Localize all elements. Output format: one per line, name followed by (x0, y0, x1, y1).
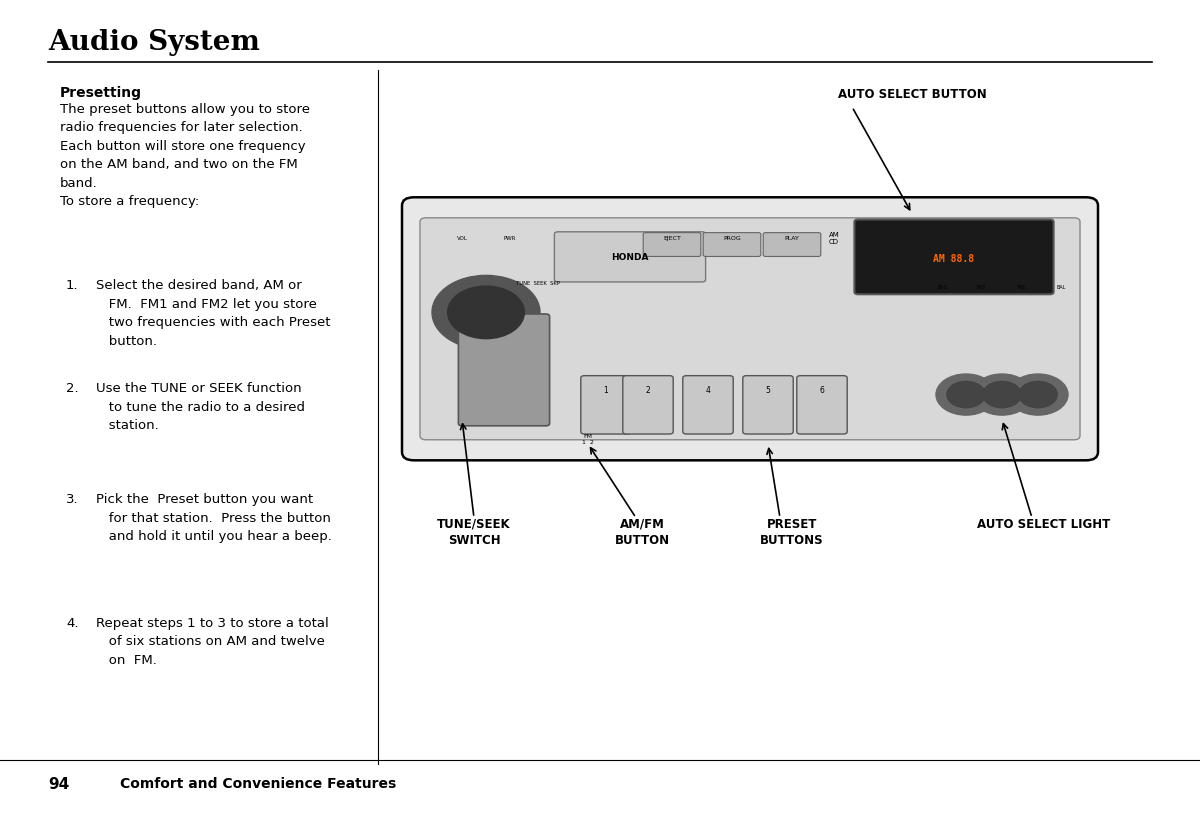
Text: 5: 5 (766, 386, 770, 395)
Circle shape (432, 275, 540, 349)
Text: VOL: VOL (456, 236, 468, 241)
Circle shape (1008, 374, 1068, 415)
Text: 4.: 4. (66, 616, 78, 630)
Text: Audio System: Audio System (48, 29, 260, 56)
FancyBboxPatch shape (703, 233, 761, 256)
FancyBboxPatch shape (581, 376, 631, 434)
Text: PROG: PROG (724, 236, 740, 241)
FancyBboxPatch shape (797, 376, 847, 434)
Text: The preset buttons allow you to store
radio frequencies for later selection.
Eac: The preset buttons allow you to store ra… (60, 103, 310, 208)
Text: HONDA: HONDA (611, 253, 649, 261)
Text: Pick the  Preset button you want
   for that station.  Press the button
   and h: Pick the Preset button you want for that… (96, 493, 332, 543)
Text: 1.: 1. (66, 279, 79, 293)
Text: Select the desired band, AM or
   FM.  FM1 and FM2 let you store
   two frequenc: Select the desired band, AM or FM. FM1 a… (96, 279, 330, 348)
Text: AM/FM
BUTTON: AM/FM BUTTON (614, 518, 670, 547)
FancyBboxPatch shape (743, 376, 793, 434)
FancyBboxPatch shape (402, 197, 1098, 460)
Text: 3.: 3. (66, 493, 79, 506)
Text: BAL: BAL (1056, 285, 1066, 290)
FancyBboxPatch shape (623, 376, 673, 434)
Text: TUNE/SEEK
SWITCH: TUNE/SEEK SWITCH (437, 518, 511, 547)
Text: PRESET
BUTTONS: PRESET BUTTONS (760, 518, 824, 547)
Text: Repeat steps 1 to 3 to store a total
   of six stations on AM and twelve
   on  : Repeat steps 1 to 3 to store a total of … (96, 616, 329, 667)
Text: 6: 6 (820, 386, 824, 395)
Text: AUTO SELECT BUTTON: AUTO SELECT BUTTON (838, 88, 986, 101)
Text: BAS: BAS (937, 285, 947, 290)
FancyBboxPatch shape (420, 218, 1080, 440)
Text: PWR: PWR (504, 236, 516, 241)
FancyBboxPatch shape (763, 233, 821, 256)
Text: 4: 4 (706, 386, 710, 395)
Text: EJECT: EJECT (664, 236, 680, 241)
FancyBboxPatch shape (458, 314, 550, 426)
Text: AUTO SELECT LIGHT: AUTO SELECT LIGHT (977, 518, 1111, 531)
Text: Comfort and Convenience Features: Comfort and Convenience Features (120, 777, 396, 791)
Text: PLAY: PLAY (785, 236, 799, 241)
Circle shape (1019, 381, 1057, 408)
FancyBboxPatch shape (854, 219, 1054, 294)
Text: 2.: 2. (66, 382, 79, 395)
Text: 94: 94 (48, 777, 70, 792)
FancyBboxPatch shape (683, 376, 733, 434)
Text: Presetting: Presetting (60, 86, 142, 100)
Text: Use the TUNE or SEEK function
   to tune the radio to a desired
   station.: Use the TUNE or SEEK function to tune th… (96, 382, 305, 432)
Text: FAD: FAD (977, 285, 986, 290)
Text: FM
1  2: FM 1 2 (582, 434, 594, 446)
Text: AM
CD: AM CD (829, 232, 839, 245)
Circle shape (972, 374, 1032, 415)
Circle shape (983, 381, 1021, 408)
Text: AM 88.8: AM 88.8 (934, 254, 974, 264)
Circle shape (936, 374, 996, 415)
FancyBboxPatch shape (643, 233, 701, 256)
Text: TUNE  SEEK  SKP: TUNE SEEK SKP (516, 281, 560, 286)
FancyBboxPatch shape (554, 232, 706, 282)
Circle shape (448, 286, 524, 339)
Text: 1: 1 (604, 386, 608, 395)
Text: 2: 2 (646, 386, 650, 395)
Text: TRE: TRE (1016, 285, 1026, 290)
Circle shape (947, 381, 985, 408)
